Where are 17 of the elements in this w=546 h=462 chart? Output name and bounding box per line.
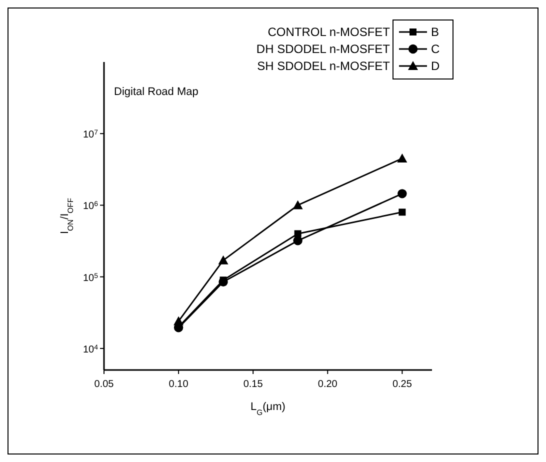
legend-label: D xyxy=(431,59,440,73)
text: DH SDODEL n-MOSFET xyxy=(256,42,391,56)
y-tick-label: 10$^{4}$ xyxy=(82,344,98,356)
legend-label: B xyxy=(431,25,440,39)
text: Digital Road Map xyxy=(114,86,198,98)
y-tick-label: 10$^{5}$ xyxy=(82,272,98,284)
x-tick-label: 0.05 xyxy=(94,379,114,390)
x-tick-label: 0.10 xyxy=(168,379,189,390)
annotation: SH SDODEL n-MOSFET xyxy=(257,59,391,73)
x-tick-label: 0.15 xyxy=(243,379,264,390)
x-tick-label: 0.25 xyxy=(392,379,412,390)
y-tick-label: 10$^{6}$ xyxy=(82,200,98,212)
legend-label: C xyxy=(431,42,440,56)
text: CONTROL n-MOSFET xyxy=(268,25,391,39)
x-tick-label: 0.20 xyxy=(318,379,338,390)
x-axis-title: L$_{G}$(μm) xyxy=(250,401,286,416)
y-tick-label: 10$^{7}$ xyxy=(82,129,98,141)
